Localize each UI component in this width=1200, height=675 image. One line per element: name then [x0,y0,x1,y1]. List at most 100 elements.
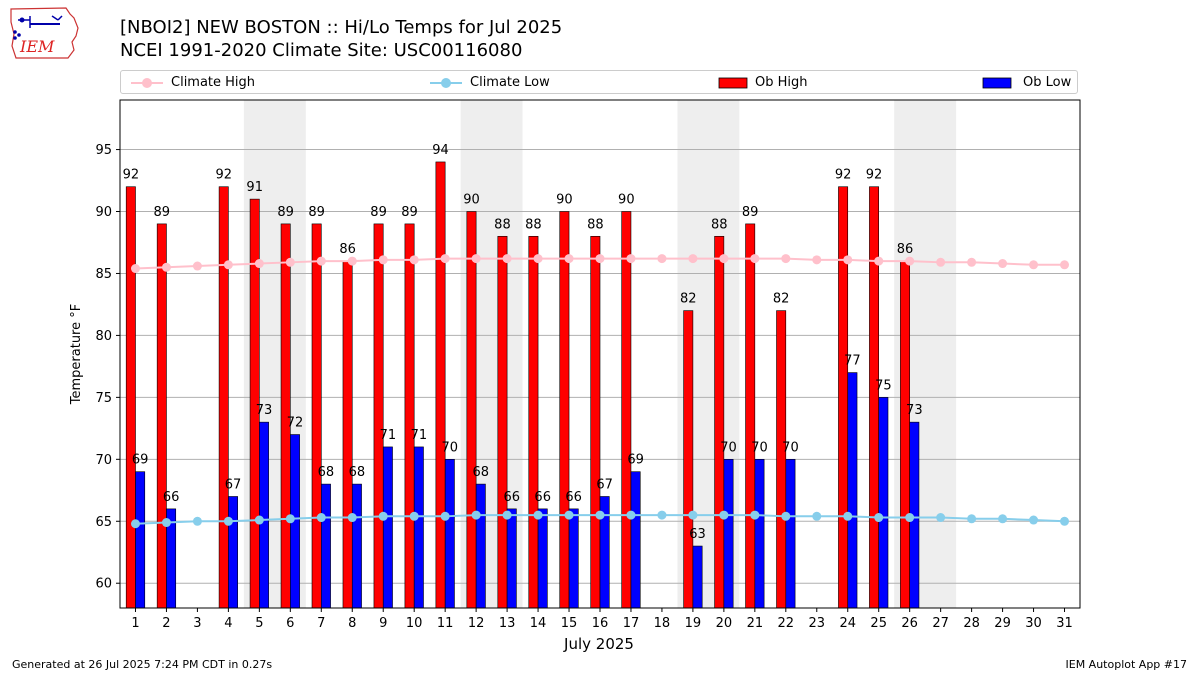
ob-high-bar [311,223,322,609]
climate-high-point [1029,260,1039,270]
ob-low-label: 70 [720,440,737,455]
ob-high-label: 91 [246,180,263,195]
climate-high-point [316,256,326,266]
ob-low-bar [630,471,641,609]
bar-value-labels: 92 69 89 66 92 67 91 73 89 72 89 68 86 68 89 71 89 71 94 70… [123,143,923,542]
climate-low-point [843,511,853,521]
climate-high-point [719,254,729,264]
ob-high-label: 92 [835,168,852,183]
ob-high-label: 82 [680,292,697,307]
climate-low-point [533,510,543,520]
x-tick-label: 31 [1056,616,1073,631]
climate-low-point [657,510,667,520]
climate-high-point [781,254,791,264]
x-tick-label: 14 [530,616,547,631]
climate-high-point [161,262,171,272]
ob-low-label: 68 [318,465,335,480]
climate-high-point [750,254,760,264]
y-axis-ticks: 60 65 70 75 80 85 90 95 [95,143,120,592]
ob-high-label: 88 [494,217,511,232]
x-tick-label: 25 [870,616,887,631]
climate-high-point [657,254,667,264]
ob-low-label: 75 [875,378,892,393]
x-tick-label: 23 [809,616,826,631]
legend-label-climate-low: Climate Low [470,75,550,90]
x-tick-label: 5 [255,616,263,631]
climate-low-point [1029,515,1039,525]
climate-low-point [502,510,512,520]
ob-low-bar [754,459,765,609]
ob-low-bar [351,483,362,609]
ob-high-bar [714,235,725,609]
x-tick-label: 6 [286,616,294,631]
ob-high-bar [497,235,508,609]
x-tick-label: 24 [839,616,856,631]
x-tick-label: 3 [193,616,201,631]
climate-high-point [409,255,419,265]
x-tick-label: 30 [1025,616,1042,631]
ob-high-label: 89 [277,205,294,220]
ob-high-label: 89 [401,205,418,220]
ob-high-label: 90 [618,193,635,208]
ob-low-label: 66 [503,490,520,505]
ob-low-bar [506,508,517,609]
y-tick-label: 70 [95,453,112,468]
climate-low-point [967,514,977,524]
x-tick-label: 4 [224,616,232,631]
climate-high-point [998,259,1008,269]
ob-low-bar [723,459,734,609]
ob-high-bar [900,260,910,609]
legend-label-climate-high: Climate High [171,75,256,90]
x-tick-label: 10 [406,616,423,631]
x-tick-label: 7 [317,616,325,631]
ob-high-bar [435,161,446,609]
legend-label-ob-low: Ob Low [1023,75,1072,90]
ob-low-label: 68 [473,465,490,480]
ob-high-label: 90 [463,193,480,208]
ob-low-label: 70 [442,440,459,455]
x-tick-label: 1 [131,616,139,631]
climate-high-point [967,257,977,267]
ob-high-label: 89 [370,205,387,220]
ob-low-bar [537,508,548,609]
ob-low-bar [847,372,858,609]
ob-low-bar [259,421,269,609]
ob-high-bar [621,211,632,609]
y-tick-label: 75 [95,391,112,406]
y-tick-label: 90 [95,205,112,220]
climate-low-point [1060,516,1070,526]
y-axis-label: Temperature °F [69,304,84,405]
climate-low-point [223,516,233,526]
climate-high-point [626,254,636,264]
ob-high-label: 90 [556,193,573,208]
climate-low-point [595,510,605,520]
climate-high-point [285,257,295,267]
ob-low-label: 66 [534,490,551,505]
climate-high-point [936,257,946,267]
chart-title-line-1: [NBOI2] NEW BOSTON :: Hi/Lo Temps for Ju… [120,17,563,38]
climate-high-point [874,256,884,266]
x-tick-label: 18 [654,616,671,631]
x-tick-label: 9 [379,616,387,631]
climate-high-point [595,254,605,264]
ob-low-label: 67 [596,477,613,492]
ob-high-label: 82 [773,292,790,307]
ob-high-label: 94 [432,143,449,158]
ob-high-label: 89 [154,205,171,220]
x-tick-label: 13 [499,616,516,631]
climate-high-point [347,256,357,266]
ob-low-bar [878,397,889,609]
ob-low-label: 73 [256,403,273,418]
ob-low-label: 67 [225,477,242,492]
x-tick-label: 8 [348,616,356,631]
ob-low-label: 73 [906,403,923,418]
ob-low-label: 66 [565,490,582,505]
ob-high-label: 86 [897,242,914,257]
chart-legend: Climate High Climate Low Ob High Ob Low [120,70,1078,94]
ob-high-bar [156,223,167,609]
x-tick-label: 21 [747,616,764,631]
ob-low-bar [228,496,238,609]
ob-low-bar [785,459,796,609]
climate-low-point [192,516,202,526]
climate-low-point [874,513,884,523]
